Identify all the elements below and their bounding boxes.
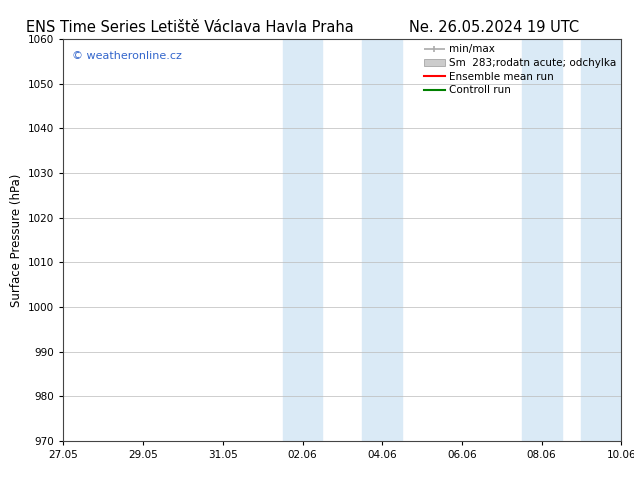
Bar	[581, 39, 621, 441]
Text: Ne. 26.05.2024 19 UTC: Ne. 26.05.2024 19 UTC	[410, 20, 579, 35]
Bar	[362, 39, 402, 441]
Text: © weatheronline.cz: © weatheronline.cz	[72, 51, 182, 61]
Legend: min/max, Sm  283;rodatn acute; odchylka, Ensemble mean run, Controll run: min/max, Sm 283;rodatn acute; odchylka, …	[421, 41, 619, 98]
Y-axis label: Surface Pressure (hPa): Surface Pressure (hPa)	[10, 173, 23, 307]
Bar	[522, 39, 562, 441]
Text: ENS Time Series Letiště Václava Havla Praha: ENS Time Series Letiště Václava Havla Pr…	[27, 20, 354, 35]
Bar	[283, 39, 323, 441]
